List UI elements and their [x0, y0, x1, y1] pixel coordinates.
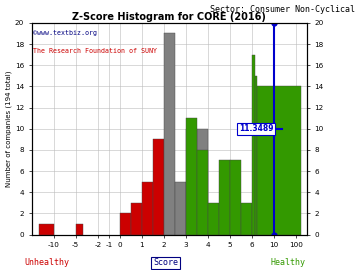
Bar — [197, 150, 208, 235]
Bar — [76, 224, 83, 235]
Bar — [39, 224, 54, 235]
Text: Sector: Consumer Non-Cyclical: Sector: Consumer Non-Cyclical — [210, 5, 355, 14]
Bar — [219, 160, 230, 235]
Text: The Research Foundation of SUNY: The Research Foundation of SUNY — [33, 48, 157, 54]
Bar — [153, 139, 164, 235]
Bar — [164, 33, 175, 235]
Text: 11.3489: 11.3489 — [239, 124, 273, 133]
Bar — [208, 203, 219, 235]
Y-axis label: Number of companies (194 total): Number of companies (194 total) — [5, 70, 12, 187]
Bar — [175, 182, 186, 235]
Title: Z-Score Histogram for CORE (2016): Z-Score Histogram for CORE (2016) — [72, 12, 266, 22]
Bar — [241, 203, 252, 235]
Bar — [120, 213, 131, 235]
Bar — [252, 55, 255, 235]
Text: ©www.textbiz.org: ©www.textbiz.org — [33, 30, 97, 36]
Text: Healthy: Healthy — [270, 258, 306, 267]
Bar — [257, 86, 301, 235]
Bar — [255, 76, 257, 235]
Bar — [197, 129, 208, 235]
Bar — [131, 203, 142, 235]
Text: Unhealthy: Unhealthy — [24, 258, 69, 267]
Bar — [186, 129, 197, 235]
Bar — [142, 182, 153, 235]
Text: Score: Score — [153, 258, 178, 267]
Bar — [186, 118, 197, 235]
Bar — [230, 160, 241, 235]
